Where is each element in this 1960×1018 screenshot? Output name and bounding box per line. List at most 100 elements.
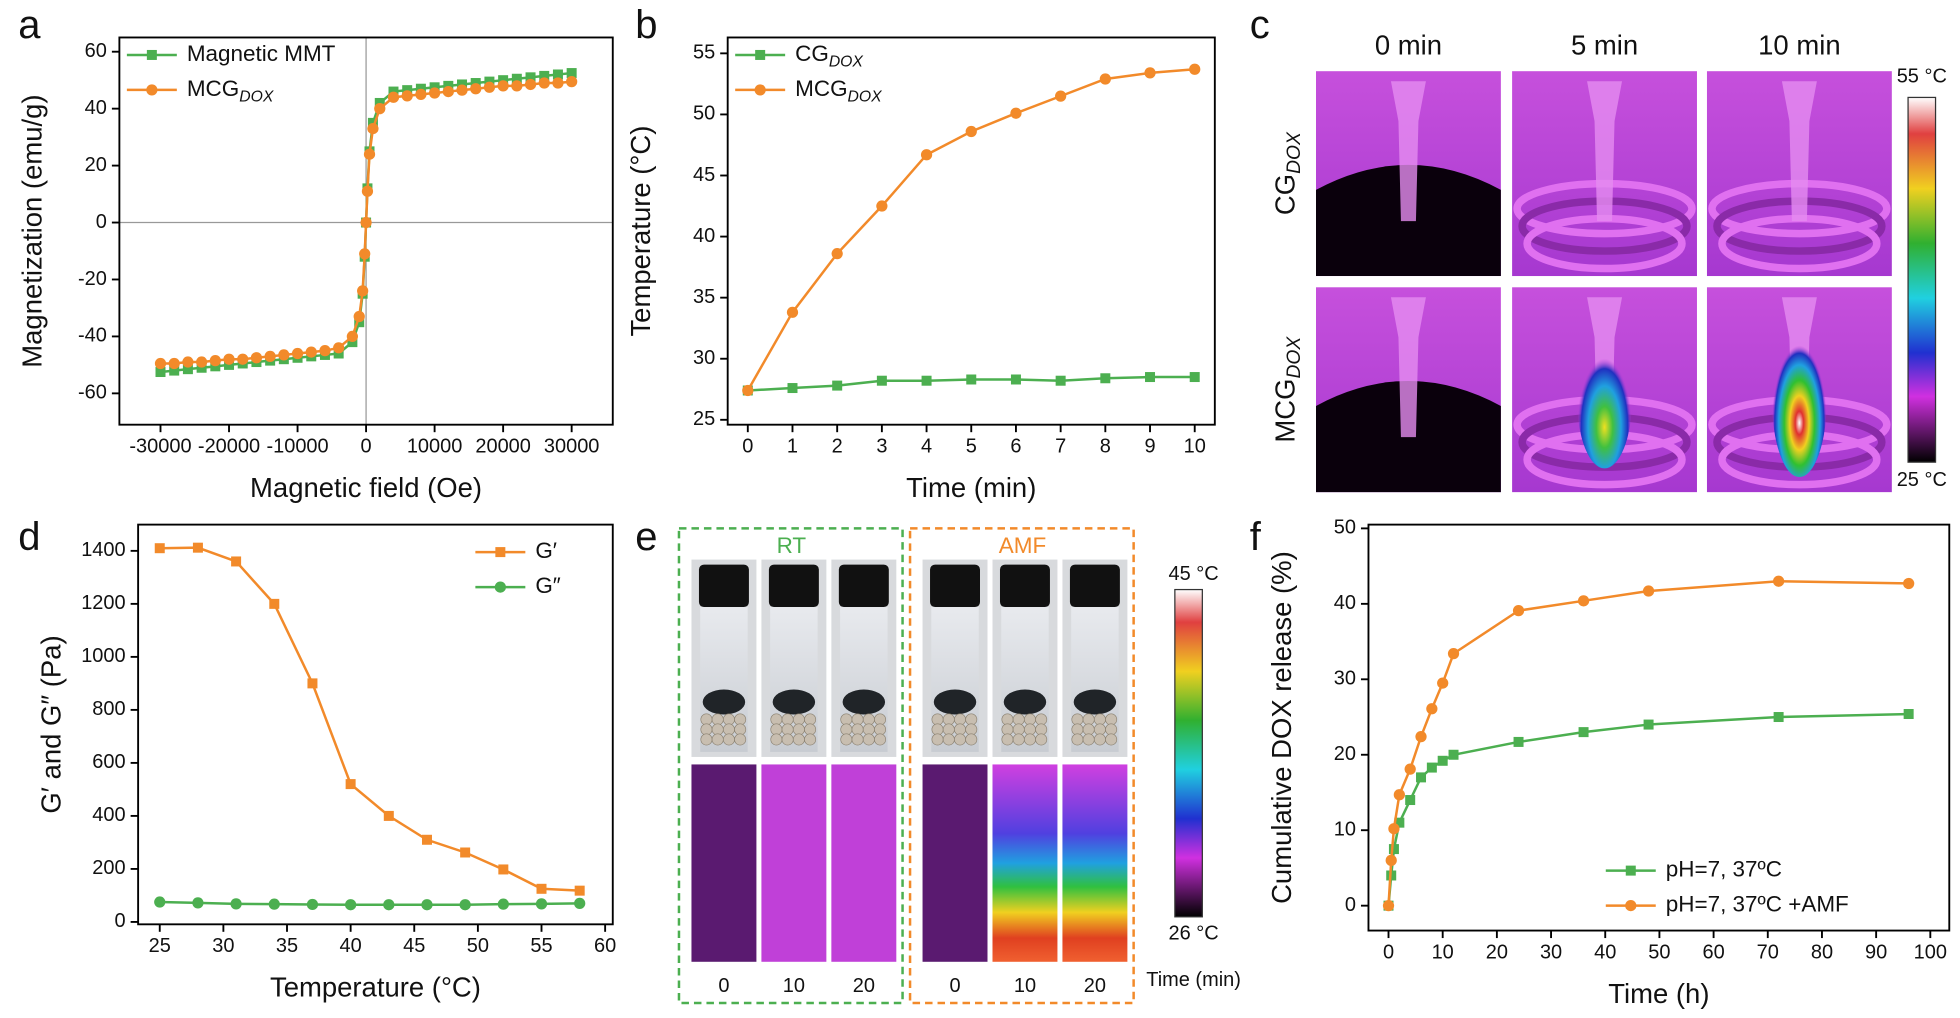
column-label: 5 min — [1571, 30, 1638, 61]
marker — [1393, 789, 1405, 801]
image-shape — [874, 713, 887, 726]
time-label: 20 — [853, 975, 875, 997]
row-label-sub: DOX — [1284, 336, 1305, 379]
marker — [457, 79, 468, 90]
y-tick-label: 50 — [1334, 517, 1356, 539]
marker — [470, 78, 481, 89]
marker — [574, 897, 586, 910]
marker — [498, 864, 509, 875]
image-shape — [840, 723, 853, 736]
legend-marker — [755, 49, 766, 60]
marker — [359, 248, 371, 260]
y-tick-label: 45 — [693, 164, 715, 186]
marker — [268, 898, 280, 910]
y-tick-label: 800 — [92, 698, 125, 720]
marker — [966, 374, 977, 385]
time-axis-label: Time (min) — [1146, 969, 1241, 991]
image-shape — [862, 733, 875, 746]
y-axis-label: Temperature (°C) — [625, 126, 656, 337]
series-line — [159, 900, 580, 906]
row-label: MCGDOX — [1270, 336, 1305, 443]
legend-marker — [495, 547, 506, 558]
y-tick-label: 0 — [1345, 894, 1356, 916]
legend-label-main: MCG — [187, 76, 239, 101]
image-shape — [931, 733, 944, 746]
image-shape — [1174, 588, 1203, 918]
image-shape — [781, 713, 794, 726]
y-axis-label: Magnetization (emu/g) — [17, 94, 48, 367]
marker — [154, 896, 166, 908]
marker — [1448, 749, 1459, 760]
image-shape — [1071, 713, 1084, 726]
marker — [155, 367, 166, 378]
legend-marker — [146, 49, 157, 60]
marker — [319, 345, 331, 357]
time-label: 0 — [718, 975, 729, 997]
y-tick-label: 10 — [1334, 818, 1356, 840]
x-tick-label: 100 — [1914, 941, 1947, 963]
x-tick-label: 40 — [340, 935, 362, 957]
legend-label: pH=7, 37ºC +AMF — [1666, 892, 1849, 917]
image-shape — [1073, 689, 1117, 715]
image-shape — [723, 723, 735, 736]
y-axis-label: G′ and G″ (Pa) — [35, 635, 66, 813]
x-axis-label: Time (h) — [1608, 978, 1709, 1009]
image-shape — [862, 723, 875, 736]
marker — [196, 362, 207, 373]
marker — [367, 122, 379, 135]
marker — [307, 678, 318, 689]
marker — [421, 899, 433, 911]
x-tick-label: 40 — [1594, 941, 1616, 963]
image-shape — [1071, 723, 1084, 736]
plot-frame — [1367, 523, 1951, 932]
y-tick-label: 40 — [1334, 592, 1356, 614]
image-shape — [772, 689, 816, 715]
y-axis-label: Cumulative DOX release (%) — [1266, 551, 1297, 904]
marker — [402, 85, 413, 96]
image-shape — [700, 713, 713, 726]
marker — [1189, 372, 1200, 383]
y-tick-label: -20 — [78, 268, 107, 290]
y-tick-label: 200 — [92, 857, 125, 879]
image-shape — [698, 564, 749, 608]
marker — [154, 357, 167, 370]
image-shape — [1781, 81, 1817, 222]
x-tick-label: 9 — [1144, 435, 1155, 457]
marker — [1643, 719, 1654, 730]
image-shape — [874, 723, 887, 736]
legend-label: MCGDOX — [187, 76, 274, 106]
marker — [787, 383, 798, 394]
legend-label: CGDOX — [795, 41, 863, 71]
image-shape — [1082, 733, 1095, 746]
legend-marker — [146, 84, 158, 96]
panel-label: a — [18, 3, 41, 47]
image-shape — [965, 713, 978, 726]
legend-marker — [494, 581, 506, 593]
y-tick-label: 1000 — [81, 645, 125, 667]
marker — [1010, 374, 1021, 385]
marker — [1382, 900, 1395, 912]
marker — [831, 248, 843, 260]
image-shape — [931, 723, 944, 736]
image-shape — [1105, 723, 1118, 736]
x-tick-label: 45 — [403, 935, 425, 957]
marker — [1426, 762, 1437, 773]
image-shape — [768, 564, 819, 608]
x-axis-label: Temperature (°C) — [270, 972, 481, 1003]
marker — [357, 285, 369, 297]
image-shape — [1003, 689, 1047, 715]
row-label-main: MCG — [1270, 378, 1301, 442]
series-line — [1387, 712, 1909, 906]
marker — [552, 77, 564, 89]
y-tick-label: 40 — [693, 225, 715, 247]
marker — [786, 306, 799, 318]
x-tick-label: 55 — [530, 935, 552, 957]
marker — [429, 82, 440, 93]
marker — [360, 216, 372, 229]
image-shape — [1035, 723, 1048, 736]
marker — [1388, 844, 1399, 855]
marker — [353, 310, 365, 323]
marker — [291, 347, 304, 360]
marker — [524, 78, 537, 91]
